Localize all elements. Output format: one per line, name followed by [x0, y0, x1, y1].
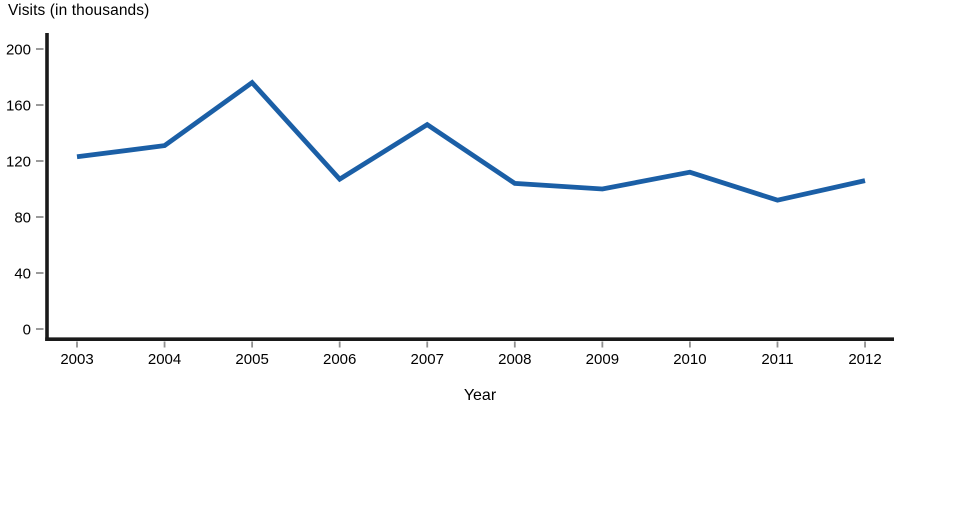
x-tick-label: 2004: [148, 351, 181, 368]
y-tick-label: 160: [6, 98, 31, 115]
x-tick-label: 2010: [673, 351, 706, 368]
x-tick-label: 2003: [60, 351, 93, 368]
x-tick-label: 2011: [761, 351, 793, 368]
x-tick-label: 2006: [323, 351, 356, 368]
y-axis-title: Visits (in thousands): [8, 2, 150, 19]
x-tick-label: 2005: [235, 351, 268, 368]
data-series-line: [76, 79, 866, 203]
x-tick-label: 2007: [411, 351, 444, 368]
x-tick-label: 2009: [586, 351, 619, 368]
y-tick-label: 80: [14, 210, 31, 227]
x-tick-label: 2012: [848, 351, 881, 368]
x-axis-title: Year: [463, 387, 497, 404]
y-tick-label: 40: [14, 266, 31, 283]
y-tick-label: 200: [6, 42, 31, 59]
y-tick-label: 120: [6, 154, 31, 171]
y-tick-label: 0: [23, 322, 31, 339]
x-tick-label: 2008: [498, 351, 531, 368]
